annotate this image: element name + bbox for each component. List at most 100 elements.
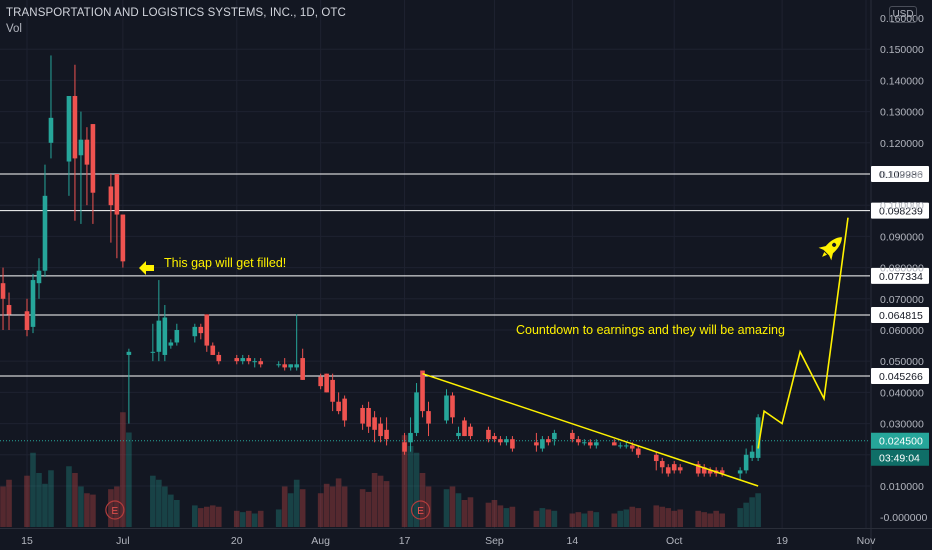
volume-bar: [581, 513, 588, 527]
volume-bar: [455, 493, 462, 527]
gap-annotation[interactable]: This gap will get filled!: [164, 256, 287, 270]
volume-bar: [275, 509, 282, 527]
candle-body: [486, 429, 491, 440]
volume-bar: [737, 508, 743, 527]
trend-line[interactable]: [422, 372, 759, 487]
candle-body: [707, 470, 713, 474]
volume-bar: [545, 509, 552, 527]
candle-body: [450, 395, 455, 418]
horizontal-levels[interactable]: 0.109986 0.098239 0.077334 0.064815 0.045266: [0, 166, 929, 442]
volume-bar: [635, 508, 642, 527]
volume-bar: [695, 510, 701, 527]
candle-body: [677, 467, 683, 471]
time-tick-label: 15: [21, 535, 33, 547]
projection-path[interactable]: [757, 217, 849, 449]
time-tick-label: 14: [567, 535, 579, 547]
symbol-title[interactable]: TRANSPORTATION AND LOGISTICS SYSTEMS, IN…: [6, 7, 346, 19]
level-price-tag: [871, 367, 929, 384]
candle-body: [0, 283, 6, 299]
candle-body: [665, 467, 671, 474]
volume-bar: [569, 513, 576, 527]
volume-bar: [126, 432, 132, 527]
earnings-marker[interactable]: [105, 500, 125, 520]
candle-body: [444, 395, 449, 421]
volume-bar: [497, 505, 504, 527]
candle-body: [300, 358, 305, 380]
time-axis[interactable]: 15 Jul 20 Aug 17 Sep 14 Oct 19 Nov: [21, 535, 876, 547]
candle-body: [168, 342, 174, 346]
candle-body: [594, 442, 599, 446]
volume-bar: [755, 493, 761, 527]
candle-body: [612, 442, 617, 446]
candle-body: [204, 314, 210, 346]
volume-bar: [413, 452, 420, 527]
price-tick-label: 0.140000: [880, 75, 924, 87]
candle-body: [462, 420, 467, 437]
candle-body: [336, 401, 341, 412]
currency-badge[interactable]: USD: [889, 6, 917, 23]
candle-body: [150, 351, 156, 353]
level-price-label: 0.098239: [879, 206, 923, 218]
volume-bar: [401, 435, 408, 527]
volume-bar: [36, 473, 42, 527]
candle-body: [252, 361, 258, 363]
volume-bar: [84, 493, 90, 527]
volume-legend[interactable]: Vol: [6, 23, 22, 35]
price-tick-label: 0.050000: [880, 356, 924, 368]
candle-body: [234, 358, 240, 362]
candle-body: [743, 454, 749, 471]
candle-body: [402, 442, 407, 452]
volume-bar: [203, 506, 210, 527]
price-tick-label: -0.000000: [880, 512, 927, 524]
candle-body: [246, 358, 252, 362]
price-tick-label: 0.090000: [880, 231, 924, 243]
price-tick-label: 0.080000: [880, 263, 924, 275]
candle-body: [570, 432, 575, 440]
volume-bar: [78, 486, 84, 527]
volume-bar: [209, 505, 216, 527]
candle-body: [240, 358, 246, 362]
volume-bar: [449, 486, 456, 527]
volume-bar: [713, 510, 719, 527]
volume-bar: [293, 479, 300, 527]
price-tick-label: 0.100000: [880, 200, 924, 212]
volume-bar: [66, 466, 72, 527]
time-tick-label: Sep: [485, 535, 504, 547]
volume-bar: [174, 500, 180, 527]
candle-body: [198, 326, 204, 334]
volume-bar: [42, 483, 48, 527]
candle-body: [114, 173, 120, 215]
rocket-body: [823, 237, 842, 256]
candle-body: [258, 361, 264, 365]
price-tick-label: 0.010000: [880, 481, 924, 493]
volume-bar: [150, 475, 156, 527]
countdown-annotation[interactable]: Countdown to earnings and they will be a…: [516, 323, 785, 337]
level-price-label: 0.045266: [879, 371, 923, 383]
candle-body: [510, 439, 515, 449]
volume-bar: [168, 494, 174, 527]
volume-bar: [245, 510, 252, 527]
volume-bar: [461, 500, 468, 527]
volume-bar: [257, 510, 264, 527]
volume-bar: [677, 509, 684, 527]
candle-body: [635, 448, 641, 455]
countdown-label: 03:49:04: [879, 453, 920, 465]
volume-bar: [329, 486, 336, 527]
candle-body: [90, 124, 96, 193]
earnings-marker[interactable]: [410, 500, 431, 520]
price-tick-label: 0.040000: [880, 387, 924, 399]
candle-body: [48, 117, 54, 143]
drawings[interactable]: [422, 217, 849, 487]
volume-bar: [365, 491, 372, 527]
candle-body: [737, 470, 743, 474]
volume-bar: [30, 452, 36, 527]
candle-body: [749, 451, 755, 458]
candle-body: [36, 270, 42, 284]
candle-body: [582, 442, 587, 444]
candle-body: [42, 195, 48, 271]
candle-body: [276, 364, 281, 366]
price-axis[interactable]: 0.1600000.1500000.1400000.1300000.120000…: [880, 13, 927, 524]
volume-bar: [419, 473, 426, 527]
